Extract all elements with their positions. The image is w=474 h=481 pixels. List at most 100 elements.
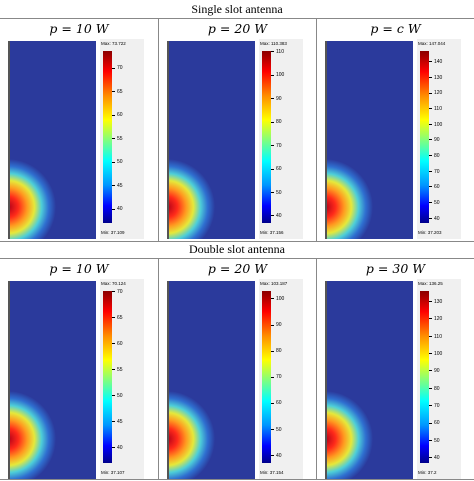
temperature-field xyxy=(325,41,413,239)
panel-single-pc: p = c W Max: 147.044 140 130 120 110 100 90 80 70… xyxy=(316,19,474,241)
colorbar-max: Max: 73.722 xyxy=(101,41,126,46)
panel-value: 10 xyxy=(75,261,92,276)
colorbar-tick: 80 xyxy=(429,153,440,159)
colorbar-gradient xyxy=(262,291,271,463)
panel-value: 20 xyxy=(234,21,251,36)
colorbar-tick: 45 xyxy=(112,419,123,425)
temperature-field xyxy=(167,41,255,239)
heat-spot xyxy=(8,391,56,479)
colorbar-tick: 60 xyxy=(429,184,440,190)
colorbar-max: Max: 70.124 xyxy=(101,281,126,286)
colorbar-min: Min: 37.156 xyxy=(260,230,284,235)
colorbar-tick: 40 xyxy=(429,216,440,222)
field-edge xyxy=(8,41,10,239)
colorbar-gradient xyxy=(420,291,429,463)
colorbar-tick: 70 xyxy=(112,289,123,295)
colorbar-tick: 90 xyxy=(271,322,282,328)
colorbar-tick: 120 xyxy=(429,316,442,322)
heat-spot xyxy=(8,159,56,239)
colorbar-max: Max: 147.044 xyxy=(418,41,446,46)
title-single-slot: Single slot antenna xyxy=(191,2,283,16)
colorbar-tick: 70 xyxy=(271,374,282,380)
colorbar-tick: 70 xyxy=(271,143,282,149)
field-edge xyxy=(325,281,327,479)
colorbar: Max: 147.044 140 130 120 110 100 90 80 70 60 50 40… xyxy=(417,39,461,239)
colorbar-tick: 60 xyxy=(112,112,123,118)
colorbar-tick: 110 xyxy=(429,106,442,112)
colorbar: Max: 136.25 130 120 110 100 90 80 70 60 50 40 Min… xyxy=(417,279,461,479)
colorbar-tick: 40 xyxy=(271,453,282,459)
panel-single-p20: p = 20 W Max: 110.383 110 100 90 80 70 60 50 40 M… xyxy=(158,19,316,241)
colorbar-tick: 100 xyxy=(271,72,284,78)
colorbar-tick: 110 xyxy=(429,334,442,340)
panel-double-p30: p = 30 W Max: 136.25 130 120 110 100 90 80 70 60 5… xyxy=(316,259,474,479)
panel-double-p20: p = 20 W Max: 103.187 100 90 80 70 60 50 40 Min:… xyxy=(158,259,316,479)
colorbar-max: Max: 103.187 xyxy=(260,281,288,286)
colorbar-gradient xyxy=(103,51,112,223)
colorbar-tick: 65 xyxy=(112,315,123,321)
colorbar-tick: 90 xyxy=(271,96,282,102)
colorbar-gradient xyxy=(420,51,429,223)
colorbar-tick: 55 xyxy=(112,367,123,373)
colorbar-tick: 80 xyxy=(271,119,282,125)
colorbar-tick: 60 xyxy=(429,420,440,426)
colorbar-tick: 60 xyxy=(271,400,282,406)
colorbar-tick: 110 xyxy=(271,49,284,55)
panel-value: c xyxy=(396,21,404,36)
colorbar-tick: 40 xyxy=(112,445,123,451)
heat-spot xyxy=(167,159,215,239)
colorbar-tick: 55 xyxy=(112,136,123,142)
temperature-field xyxy=(167,281,255,479)
colorbar-tick: 90 xyxy=(429,368,440,374)
colorbar-gradient xyxy=(103,291,112,463)
colorbar-tick: 40 xyxy=(271,213,282,219)
colorbar-tick: 50 xyxy=(271,427,282,433)
heat-spot xyxy=(167,391,215,479)
title-double-slot: Double slot antenna xyxy=(189,242,285,256)
panel-value: 10 xyxy=(75,21,92,36)
colorbar-tick: 40 xyxy=(429,455,440,461)
colorbar-tick: 100 xyxy=(429,122,442,128)
colorbar-min: Min: 37.2 xyxy=(418,470,437,475)
colorbar: Max: 110.383 110 100 90 80 70 60 50 40 Min: 37.… xyxy=(259,39,303,239)
colorbar-tick: 80 xyxy=(429,386,440,392)
colorbar-tick: 140 xyxy=(429,59,442,65)
colorbar-tick: 90 xyxy=(429,137,440,143)
colorbar-min: Min: 37.203 xyxy=(418,230,442,235)
colorbar-tick: 40 xyxy=(112,206,123,212)
colorbar-tick: 50 xyxy=(112,159,123,165)
field-edge xyxy=(167,41,169,239)
colorbar-tick: 45 xyxy=(112,183,123,189)
colorbar-tick: 70 xyxy=(429,403,440,409)
heat-spot xyxy=(325,391,373,479)
colorbar-tick: 100 xyxy=(429,351,442,357)
colorbar-tick: 50 xyxy=(271,190,282,196)
field-edge xyxy=(8,281,10,479)
field-edge xyxy=(325,41,327,239)
colorbar: Max: 103.187 100 90 80 70 60 50 40 Min: 37.154 xyxy=(259,279,303,479)
panel-single-p10: p = 10 W Max: 73.722 70 65 60 55 50 45 40 Min: 3… xyxy=(0,19,158,241)
grid-single-slot: p = 10 W Max: 73.722 70 65 60 55 50 45 40 Min: 3… xyxy=(0,18,474,242)
colorbar: Max: 73.722 70 65 60 55 50 45 40 Min: 37.109 xyxy=(100,39,144,239)
colorbar-tick: 120 xyxy=(429,90,442,96)
colorbar-tick: 100 xyxy=(271,296,284,302)
colorbar-max: Max: 136.25 xyxy=(418,281,443,286)
heat-spot xyxy=(325,159,373,239)
colorbar-tick: 70 xyxy=(112,65,123,71)
colorbar-tick: 80 xyxy=(271,348,282,354)
panel-value: 20 xyxy=(234,261,251,276)
colorbar-tick: 65 xyxy=(112,89,123,95)
colorbar-tick: 60 xyxy=(271,166,282,172)
colorbar-tick: 50 xyxy=(429,200,440,206)
colorbar-tick: 50 xyxy=(429,438,440,444)
colorbar-max: Max: 110.383 xyxy=(260,41,287,46)
temperature-field xyxy=(8,41,96,239)
grid-double-slot: p = 10 W Max: 70.124 70 65 60 55 50 45 40 Min: 3… xyxy=(0,258,474,480)
colorbar-tick: 60 xyxy=(112,341,123,347)
colorbar-min: Min: 37.154 xyxy=(260,470,284,475)
temperature-field xyxy=(8,281,96,479)
colorbar-tick: 130 xyxy=(429,75,442,81)
colorbar-gradient xyxy=(262,51,271,223)
colorbar-min: Min: 37.109 xyxy=(101,230,125,235)
colorbar: Max: 70.124 70 65 60 55 50 45 40 Min: 37.107 xyxy=(100,279,144,479)
